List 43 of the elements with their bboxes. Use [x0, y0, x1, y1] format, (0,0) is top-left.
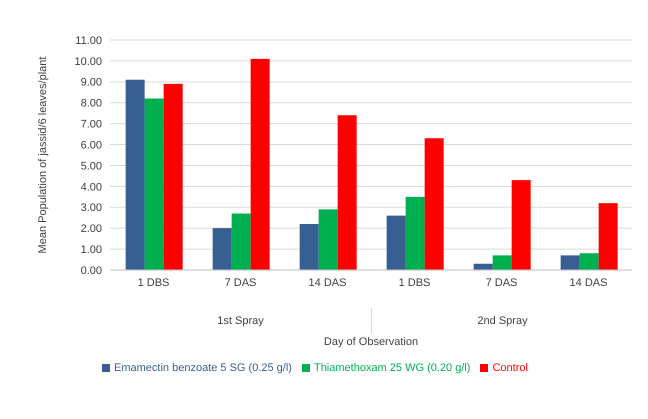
- text: 1st Spray: [216, 314, 265, 329]
- y-tick-label: 3.00: [80, 202, 102, 214]
- bar: [580, 253, 599, 270]
- bar: [512, 180, 531, 270]
- x-tick-label: 1 DBS: [138, 276, 170, 289]
- bar: [474, 264, 493, 270]
- bar: [598, 203, 618, 270]
- x-tick-label: 14 DAS: [570, 276, 608, 289]
- bar: [300, 224, 319, 270]
- bar: [126, 80, 145, 270]
- bar: [232, 214, 251, 270]
- y-tick-label: 0.00: [80, 264, 102, 277]
- y-tick-label: 8.00: [80, 98, 102, 110]
- y-tick-label: 6.00: [80, 139, 102, 152]
- y-tick-label: 9.00: [80, 76, 102, 89]
- y-tick-label: 11.00: [75, 34, 102, 47]
- x-axis-title: Day of Observation: [322, 336, 420, 348]
- bar: [386, 216, 406, 270]
- y-axis-title: Mean Population of jassid/6 leaves/plant: [36, 56, 49, 254]
- bar: [338, 115, 357, 270]
- bar: [492, 255, 512, 270]
- y-tick-label: 4.00: [80, 181, 102, 194]
- legend-label: Emamectin benzoate 5 SG (0.25 g/l): [114, 362, 292, 374]
- legend-label: Control: [492, 362, 528, 374]
- x-tick-label: 1 DBS: [398, 276, 430, 289]
- x-tick-label: 14 DAS: [308, 276, 346, 289]
- y-tick-label: 7.00: [80, 118, 102, 131]
- bar: [560, 255, 580, 270]
- bar: [406, 196, 425, 270]
- legend-label: Thiamethoxam 25 WG (0.20 g/l): [314, 362, 470, 374]
- y-tick-label: 1.00: [80, 244, 102, 256]
- bar: [424, 138, 444, 270]
- y-tick-label: 2.00: [80, 223, 102, 236]
- bar: [318, 209, 338, 270]
- text: 2nd Spray: [371, 308, 633, 334]
- bar: [164, 84, 183, 270]
- y-tick-label: 5.00: [80, 160, 102, 172]
- x-tick-label: 7 DAS: [224, 276, 256, 289]
- y-tick-label: 10.00: [74, 56, 102, 68]
- bar: [212, 228, 232, 270]
- bar: [250, 58, 270, 270]
- x-tick-label: 7 DAS: [486, 276, 518, 289]
- bar: [144, 98, 164, 270]
